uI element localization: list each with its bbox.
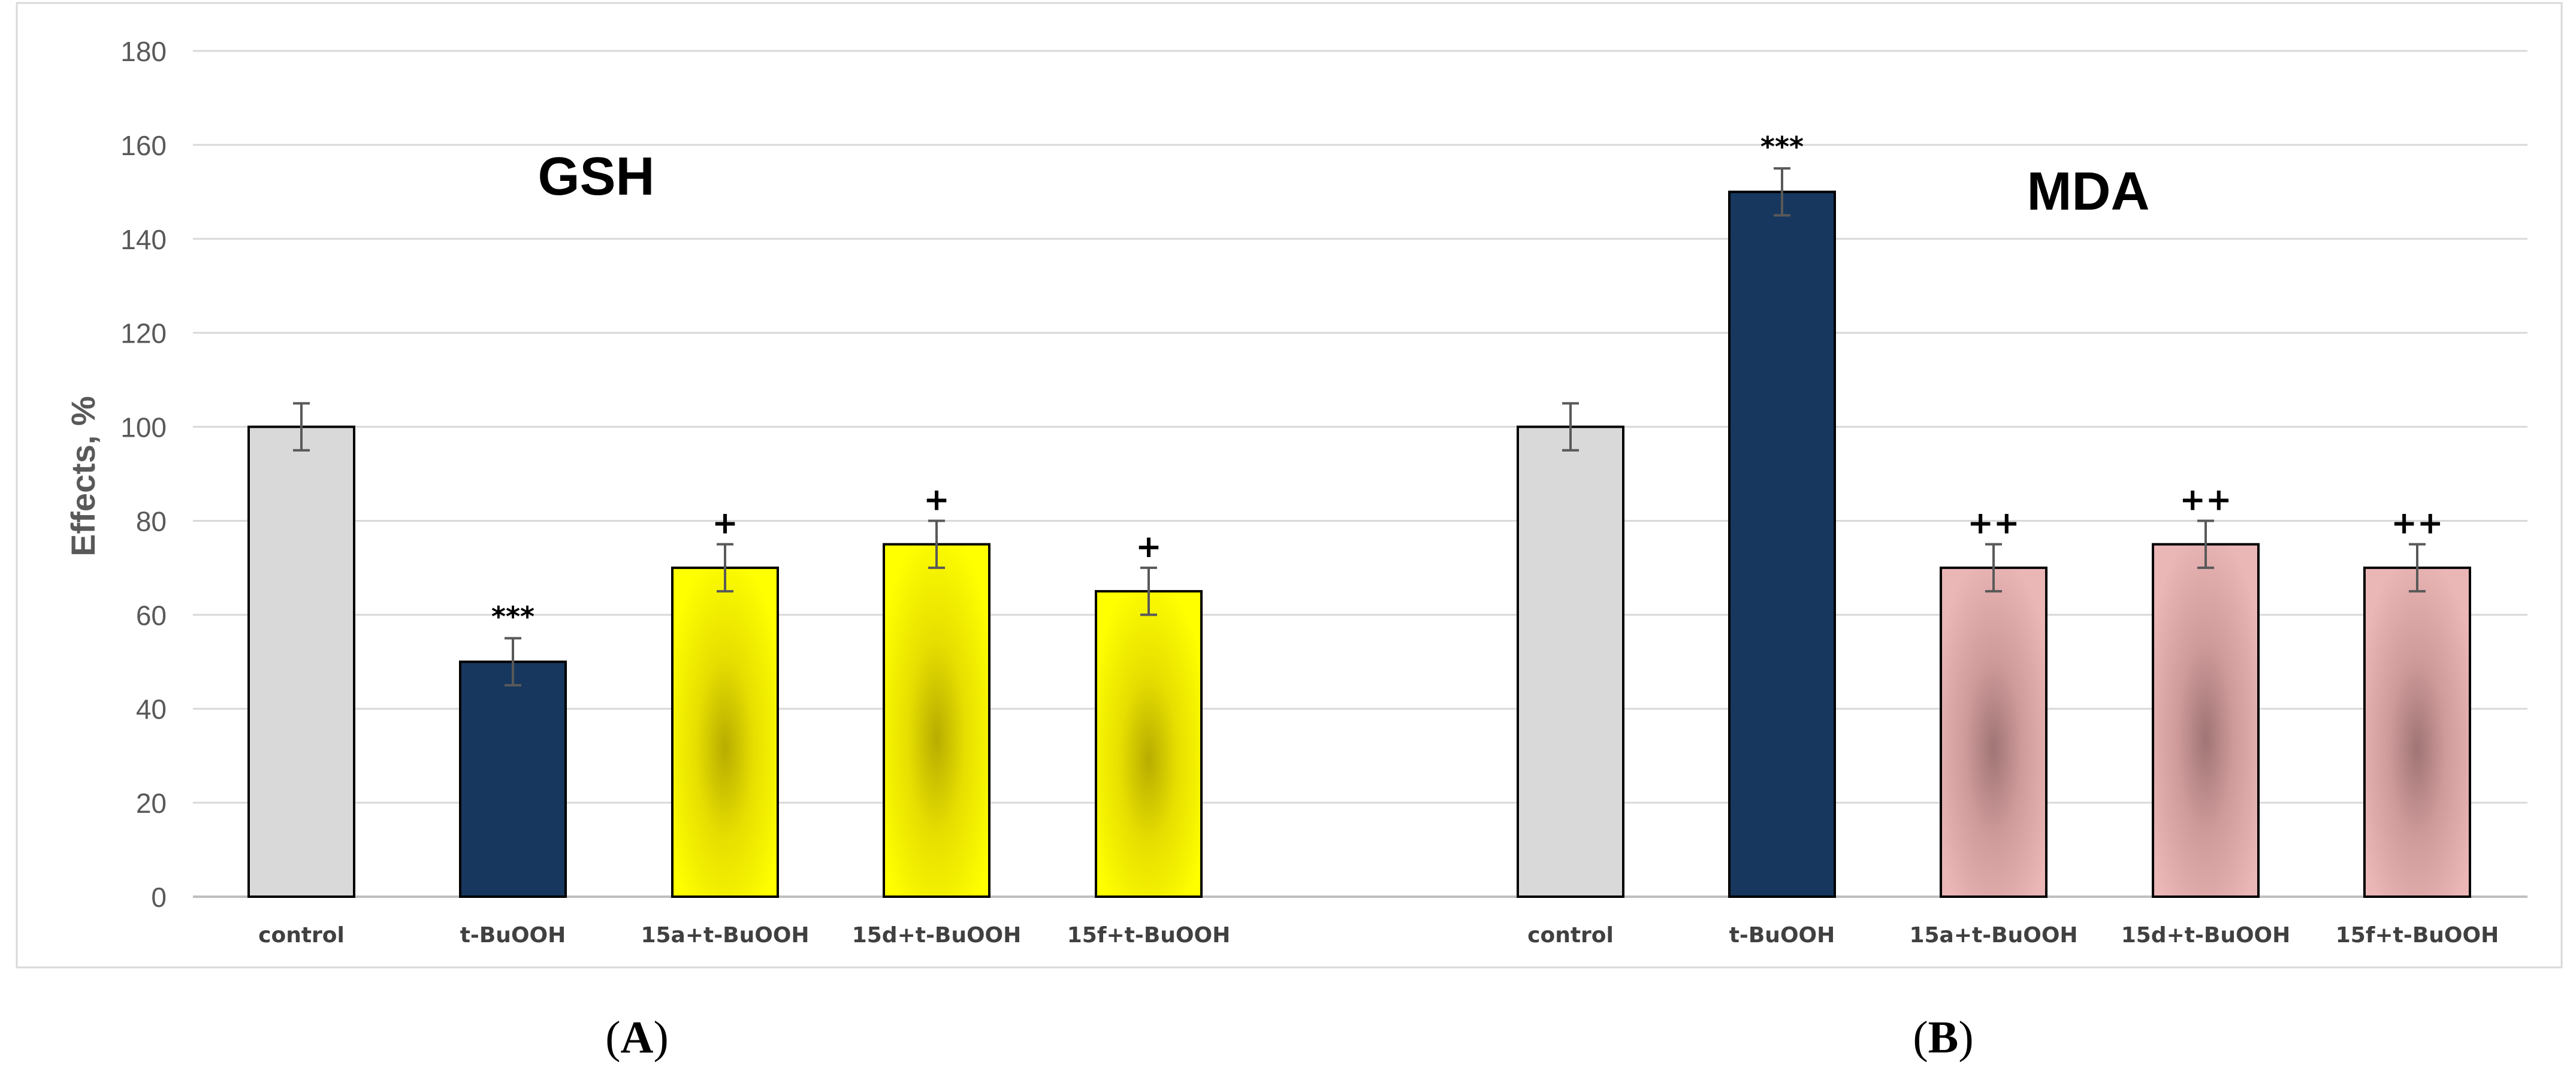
error-bars [293,167,2426,686]
category-label: 15a+t-BuOOH [641,923,809,948]
y-tick-label: 80 [136,506,167,537]
y-tick-label: 140 [120,224,167,255]
bar [1728,190,1836,898]
bar [1940,566,2047,898]
chart-area-border [16,2,2563,969]
significance-label: ++ [2391,506,2443,541]
category-label: 15f+t-BuOOH [1067,923,1230,948]
category-label: 15d+t-BuOOH [2121,923,2291,948]
panel-label-b: (B) [1913,1012,1973,1063]
group-title-mda: MDA [2027,162,2150,222]
significance-label: ++ [2179,482,2231,518]
bar [2363,566,2471,898]
bar [1095,590,1203,898]
category-labels: control t-BuOOH 15a+t-BuOOH 15d+t-BuOOH 15f+… [258,923,2499,948]
bars [247,190,2471,898]
y-tick-label: 20 [136,788,167,819]
category-label: 15a+t-BuOOH [1909,923,2077,948]
y-tick-label: 100 [120,412,167,443]
bar [1517,425,1624,898]
panel-label-a: (A) [605,1012,669,1063]
bar [671,566,779,898]
bar [883,543,990,898]
significance-label: *** [491,601,534,633]
significance-label: + [712,506,738,541]
y-tick-label: 160 [120,130,167,161]
group-title-gsh: GSH [537,147,654,207]
panel-letter-b: B [1928,1012,1959,1063]
category-label: 15f+t-BuOOH [2336,923,2499,948]
y-tick-label: 60 [136,600,167,631]
significance-labels: ***+++***++++++ [491,131,2444,633]
category-label: control [258,923,345,948]
bar [2152,543,2260,898]
bar [247,425,355,898]
significance-label: ++ [1967,506,2019,541]
y-axis-ticks: 0 20 40 60 80 100 120 140 160 180 [120,36,167,913]
category-label: t-BuOOH [1729,923,1835,948]
y-axis-label: Effects, % [64,396,102,556]
category-label: t-BuOOH [460,923,566,948]
significance-label: + [1136,529,1162,565]
y-tick-label: 40 [136,694,167,725]
y-tick-label: 120 [120,318,167,349]
significance-label: + [923,482,950,518]
panel-letter-a: A [621,1012,654,1063]
bar [459,660,567,898]
gridlines [193,50,2527,898]
y-tick-label: 0 [151,882,167,913]
significance-label: *** [1760,131,1804,163]
category-label: control [1527,923,1614,948]
y-tick-label: 180 [120,36,167,67]
category-label: 15d+t-BuOOH [852,923,1022,948]
